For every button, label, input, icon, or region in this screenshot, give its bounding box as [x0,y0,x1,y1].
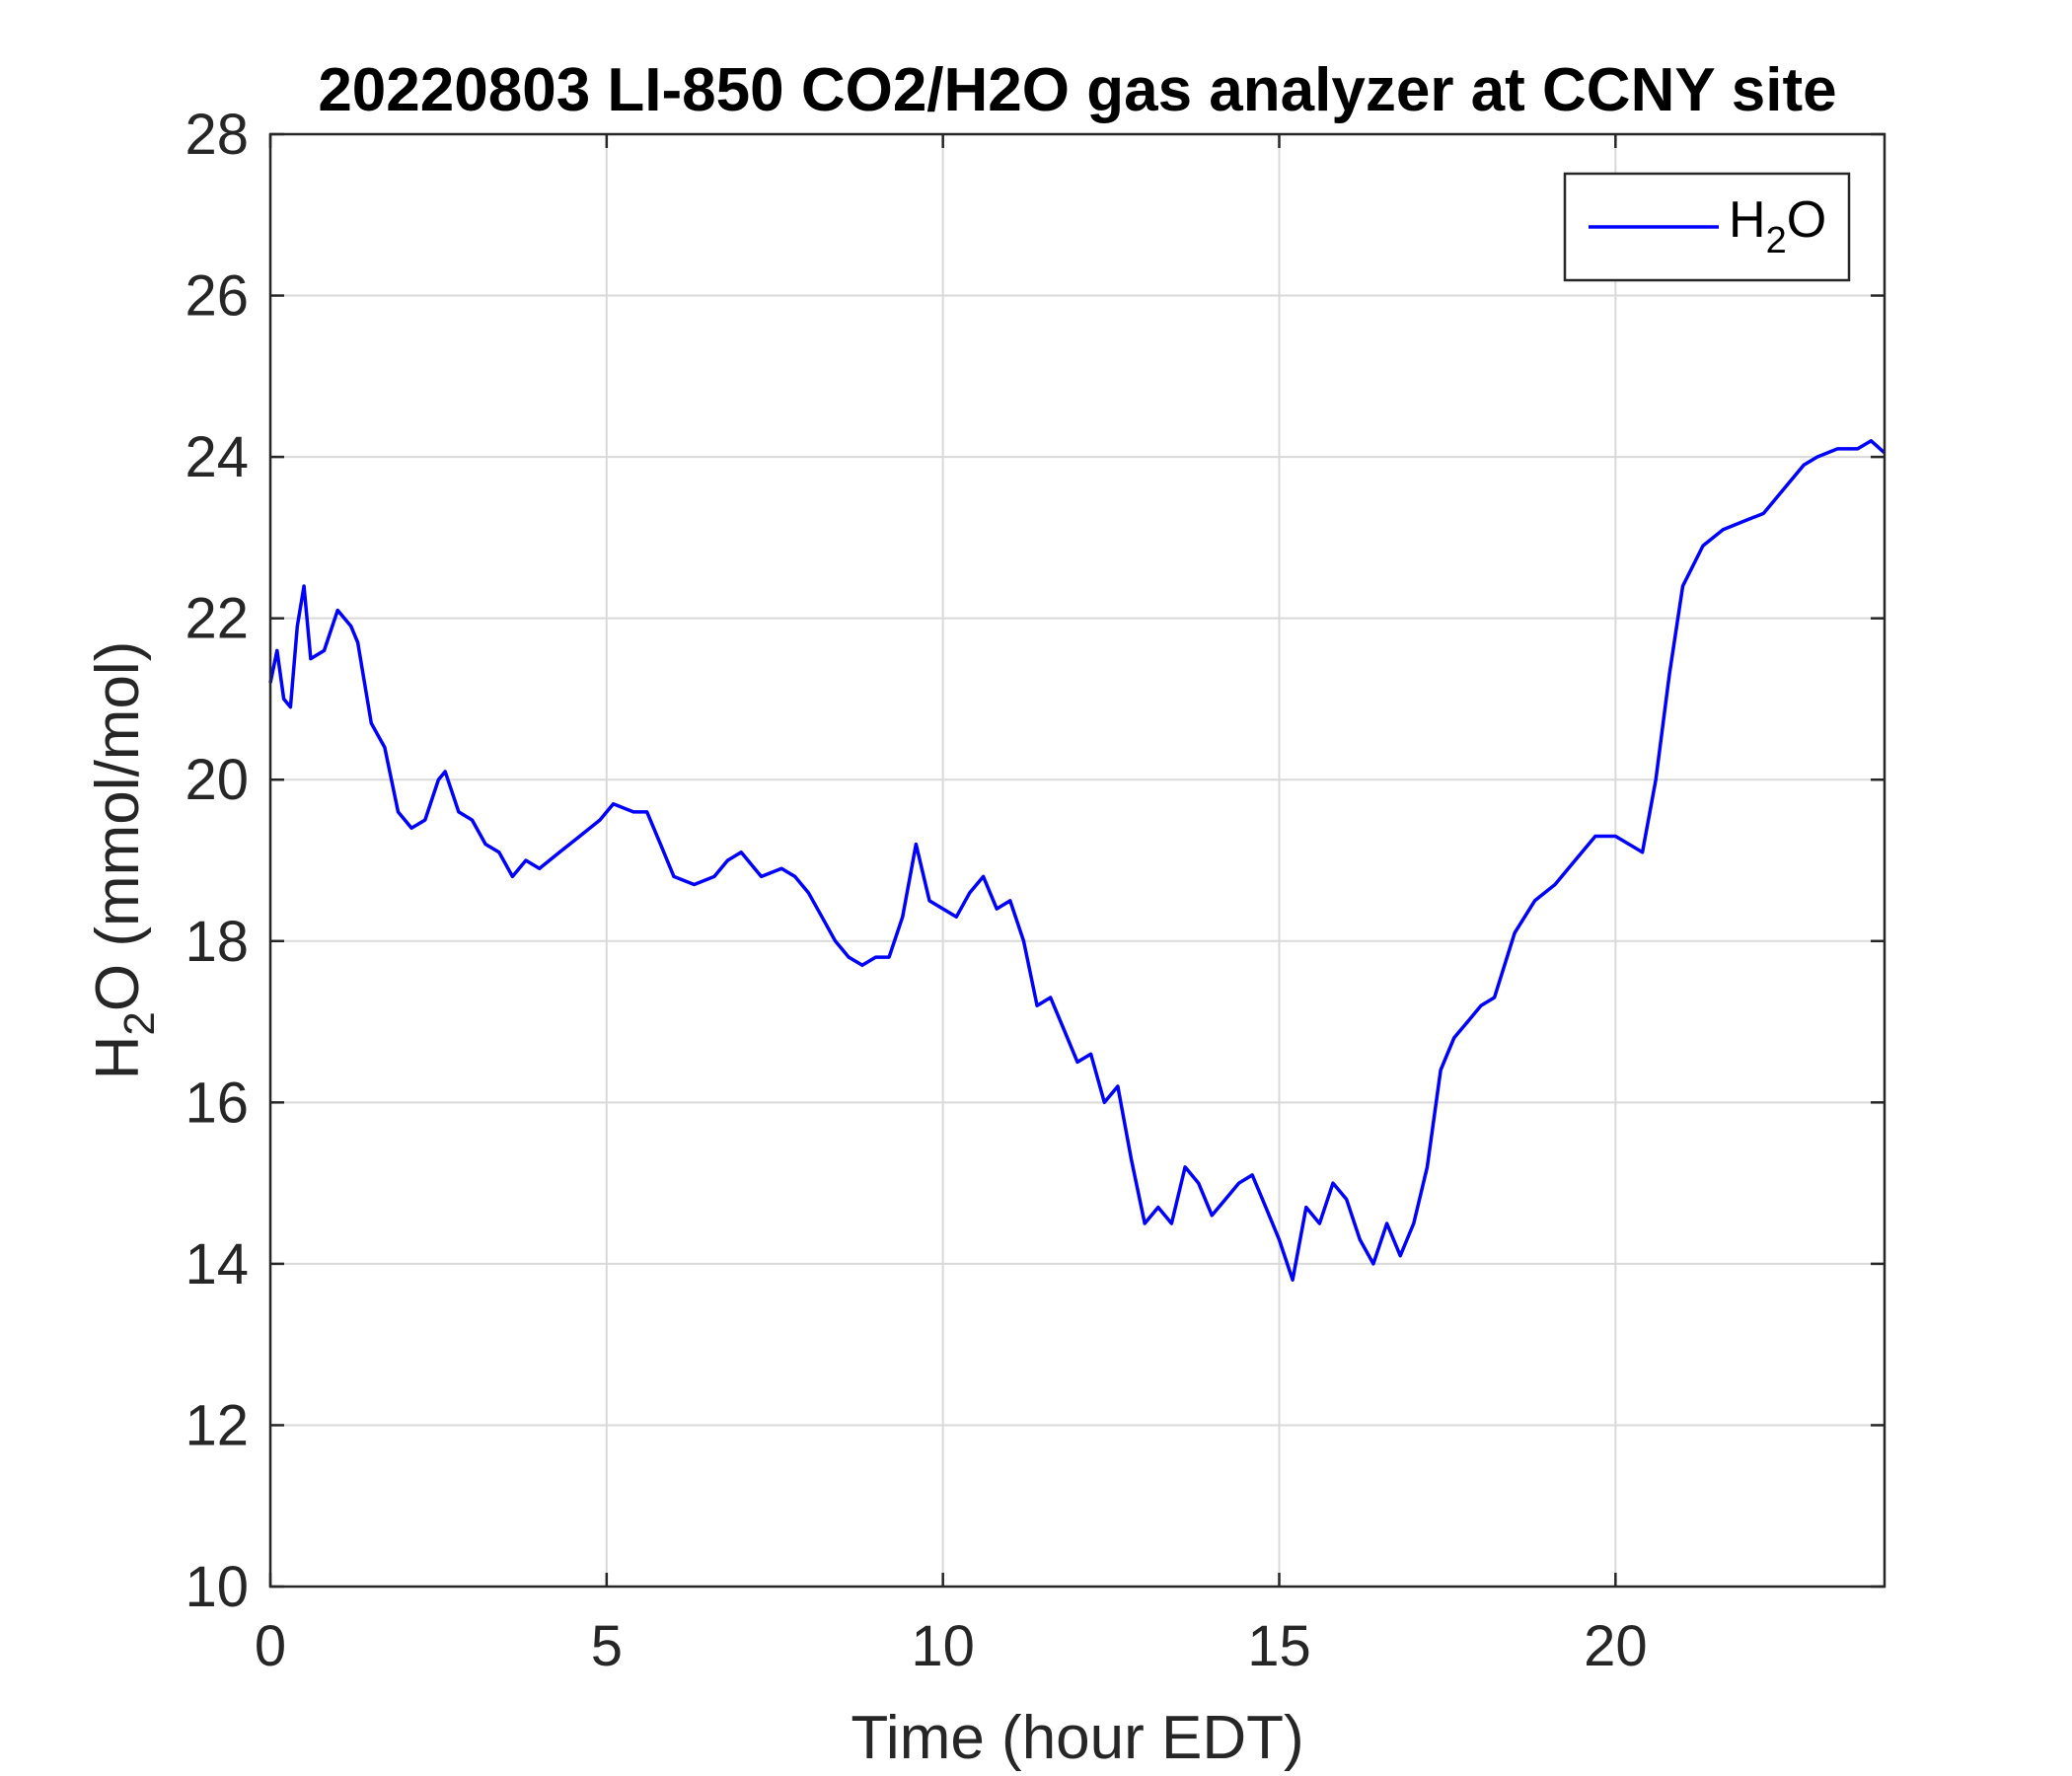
x-tick-label: 0 [255,1614,286,1678]
x-tick-label: 5 [591,1614,623,1678]
h2o-series-line [268,439,1887,1282]
x-tick-label: 15 [1247,1614,1311,1678]
y-tick-label: 20 [185,748,249,812]
y-tick-label: 28 [185,103,249,167]
x-axis-label: Time (hour EDT) [851,1704,1303,1772]
legend-label-rest: O [1787,191,1826,249]
y-tick-labels: 10 12 14 16 18 20 22 24 26 28 [185,103,249,1619]
x-tick-label: 10 [911,1614,975,1678]
y-axis-label-rest: O (mmol/mol) [84,641,152,1011]
plot-area [270,134,1885,1587]
y-tick-label: 26 [185,264,249,329]
y-axis-label: H2O (mmol/mol) [84,641,164,1080]
y-axis-label-subscript: 2 [115,1011,164,1035]
legend-label-subscript: 2 [1766,220,1787,261]
y-tick-label: 22 [185,587,249,651]
legend-label-main: H [1729,191,1766,249]
y-tick-label: 14 [185,1232,249,1296]
legend-label: H2O [1729,191,1826,261]
y-tick-label: 10 [185,1555,249,1619]
y-axis-label-main: H [84,1036,152,1080]
plot-frame [268,132,1887,1589]
y-tick-label: 12 [185,1393,249,1457]
x-tick-labels: 0 5 10 15 20 [255,1614,1648,1678]
y-tick-label: 18 [185,910,249,974]
chart-title: 20220803 LI-850 CO2/H2O gas analyzer at … [318,56,1836,124]
y-tick-label: 16 [185,1071,249,1135]
x-tick-label: 20 [1584,1614,1648,1678]
legend: H2O [1563,172,1851,282]
data-layer [268,439,1887,1282]
y-tick-label: 24 [185,425,249,489]
